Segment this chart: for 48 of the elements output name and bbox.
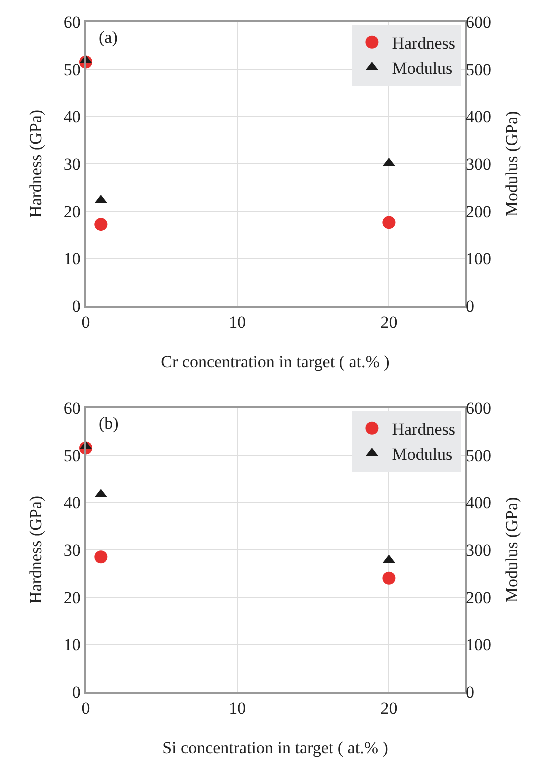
y2-tick-label: 200 <box>466 202 492 222</box>
y2-axis-title: Modulus (GPa) <box>502 497 522 603</box>
y2-tick-label: 300 <box>466 154 492 174</box>
y-tick-label: 30 <box>64 540 81 560</box>
point <box>382 572 396 585</box>
y-tick-label: 0 <box>72 682 81 702</box>
legend-label: Hardness <box>392 34 456 54</box>
point <box>382 216 396 230</box>
y-tick-label: 10 <box>64 250 81 269</box>
x-tick-label: 10 <box>229 699 246 718</box>
legend-label: Modulus <box>392 59 453 78</box>
y2-tick-label: 600 <box>466 398 492 418</box>
y-tick-label: 0 <box>72 296 81 316</box>
y-tick-label: 50 <box>64 60 81 80</box>
y-tick-label: 10 <box>64 636 81 655</box>
y-tick-label: 20 <box>64 588 81 608</box>
y2-tick-label: 400 <box>466 108 492 127</box>
y-tick-label: 60 <box>64 398 81 418</box>
x-axis-title: Si concentration in target ( at.% ) <box>162 738 388 758</box>
annotation: (a) <box>99 28 118 47</box>
y2-tick-label: 100 <box>466 636 492 655</box>
point <box>94 218 108 232</box>
y2-tick-label: 100 <box>466 250 492 269</box>
legend-label: Hardness <box>392 420 456 440</box>
y2-axis-title: Modulus (GPa) <box>502 111 522 217</box>
y2-tick-label: 500 <box>466 60 492 80</box>
x-tick-label: 10 <box>229 313 246 332</box>
y2-tick-label: 0 <box>466 296 474 316</box>
y-axis-title: Hardness (GPa) <box>26 496 46 604</box>
y-tick-label: 20 <box>64 202 81 222</box>
annotation: (b) <box>99 414 119 433</box>
y-tick-label: 60 <box>64 12 81 32</box>
y-tick-label: 30 <box>64 154 81 174</box>
legend-label: Modulus <box>392 445 453 464</box>
y2-tick-label: 500 <box>466 446 492 466</box>
x-axis-title: Cr concentration in target ( at.% ) <box>161 352 390 372</box>
y-tick-label: 40 <box>64 494 81 513</box>
point <box>94 550 108 564</box>
y2-tick-label: 0 <box>466 682 474 702</box>
x-tick-label: 20 <box>380 313 398 332</box>
y-tick-label: 40 <box>64 108 81 127</box>
y2-tick-label: 400 <box>466 494 492 513</box>
y-tick-label: 50 <box>64 446 81 466</box>
y2-tick-label: 600 <box>466 12 492 32</box>
x-tick-label: 20 <box>380 699 398 718</box>
y-axis-title: Hardness (GPa) <box>26 110 46 218</box>
y2-tick-label: 300 <box>466 540 492 560</box>
y2-tick-label: 200 <box>466 588 492 608</box>
